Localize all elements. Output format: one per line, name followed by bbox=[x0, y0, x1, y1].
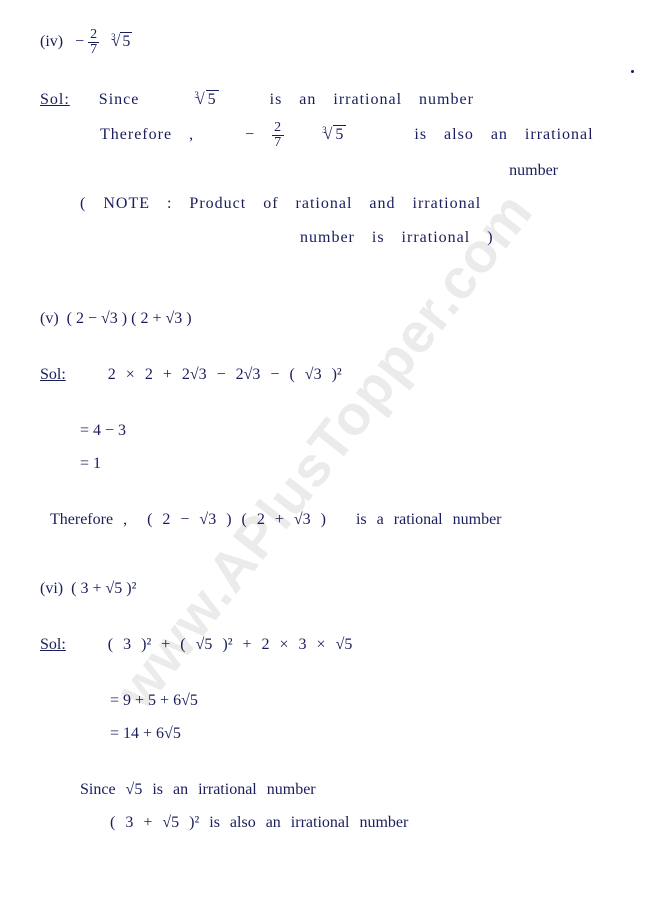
prob-v-expr: ( 2 − √3 ) ( 2 + √3 ) bbox=[67, 310, 192, 327]
vi-lb: ( 3 + √5 )² is also an irrational number bbox=[110, 814, 408, 831]
note-b: number is irrational ) bbox=[300, 229, 494, 246]
vi-step2: = 9 + 5 + 6√5 bbox=[110, 692, 198, 709]
v-sol-step3: = 1 bbox=[40, 451, 618, 477]
prob-iv-heading: (iv) − 2 7 3√5 bbox=[40, 28, 618, 57]
sol-label-vi: Sol: bbox=[40, 636, 66, 653]
minus-sign-b: − bbox=[245, 126, 255, 143]
stray-dot bbox=[631, 70, 634, 73]
cuberoot-5: 3√5 bbox=[107, 29, 132, 55]
text-number: number bbox=[509, 162, 558, 179]
v-concl-b: is a rational number bbox=[356, 511, 502, 528]
vi-sol-step1: Sol: ( 3 )² + ( √5 )² + 2 × 3 × √5 bbox=[40, 632, 618, 658]
v-step1: 2 × 2 + 2√3 − 2√3 − ( √3 )² bbox=[108, 366, 342, 383]
prob-vi-heading: (vi) ( 3 + √5 )² bbox=[40, 576, 618, 602]
text-is-irrational: is an irrational number bbox=[270, 91, 474, 108]
prob-iv-tag: (iv) bbox=[40, 33, 63, 50]
cbrt-radicand: 5 bbox=[120, 32, 132, 50]
frac-den: 7 bbox=[88, 43, 99, 57]
frac-num: 2 bbox=[88, 28, 99, 43]
text-therefore: Therefore , bbox=[100, 126, 194, 143]
text-is-also: is also an irrational bbox=[414, 126, 593, 143]
cuberoot-5-c: 3√5 bbox=[318, 122, 346, 148]
sol-label-v: Sol: bbox=[40, 366, 66, 383]
vi-line-a: Since √5 is an irrational number bbox=[40, 777, 618, 803]
vi-step3: = 14 + 6√5 bbox=[110, 725, 181, 742]
vi-la: Since √5 is an irrational number bbox=[80, 781, 316, 798]
prob-vi-expr: ( 3 + √5 )² bbox=[71, 580, 136, 597]
handwritten-page: (iv) − 2 7 3√5 Sol: Since 3√5 is an irra… bbox=[0, 0, 648, 900]
iv-note-line1: ( NOTE : Product of rational and irratio… bbox=[40, 191, 618, 217]
v-sol-step2: = 4 − 3 bbox=[40, 418, 618, 444]
note-a: ( NOTE : Product of rational and irratio… bbox=[80, 195, 481, 212]
v-concl-expr: ( 2 − √3 ) ( 2 + √3 ) bbox=[147, 511, 326, 528]
vi-sol-step2: = 9 + 5 + 6√5 bbox=[40, 688, 618, 714]
prob-v-heading: (v) ( 2 − √3 ) ( 2 + √3 ) bbox=[40, 306, 618, 332]
v-sol-step1: Sol: 2 × 2 + 2√3 − 2√3 − ( √3 )² bbox=[40, 362, 618, 388]
text-since: Since bbox=[99, 91, 140, 108]
iv-sol-line2: Therefore , − 2 7 3√5 is also an irratio… bbox=[40, 121, 618, 150]
sol-label: Sol: bbox=[40, 91, 70, 108]
iv-sol-line2b: number bbox=[40, 158, 618, 184]
prob-v-tag: (v) bbox=[40, 310, 59, 327]
cbrt-index: 3 bbox=[111, 32, 116, 42]
v-step3: = 1 bbox=[80, 455, 101, 472]
fraction-2-7-b: 2 7 bbox=[272, 121, 284, 150]
minus-sign: − bbox=[75, 33, 84, 50]
prob-vi-tag: (vi) bbox=[40, 580, 63, 597]
fraction-2-7: 2 7 bbox=[88, 28, 99, 57]
iv-sol-line1: Sol: Since 3√5 is an irrational number bbox=[40, 87, 618, 113]
iv-note-line2: number is irrational ) bbox=[40, 225, 618, 251]
v-conclusion: Therefore , ( 2 − √3 ) ( 2 + √3 ) is a r… bbox=[40, 507, 618, 533]
v-step2: = 4 − 3 bbox=[80, 422, 126, 439]
vi-line-b: ( 3 + √5 )² is also an irrational number bbox=[40, 810, 618, 836]
vi-sol-step3: = 14 + 6√5 bbox=[40, 721, 618, 747]
cuberoot-5-b: 3√5 bbox=[190, 87, 218, 113]
v-concl-a: Therefore , bbox=[50, 511, 127, 528]
vi-step1: ( 3 )² + ( √5 )² + 2 × 3 × √5 bbox=[108, 636, 353, 653]
